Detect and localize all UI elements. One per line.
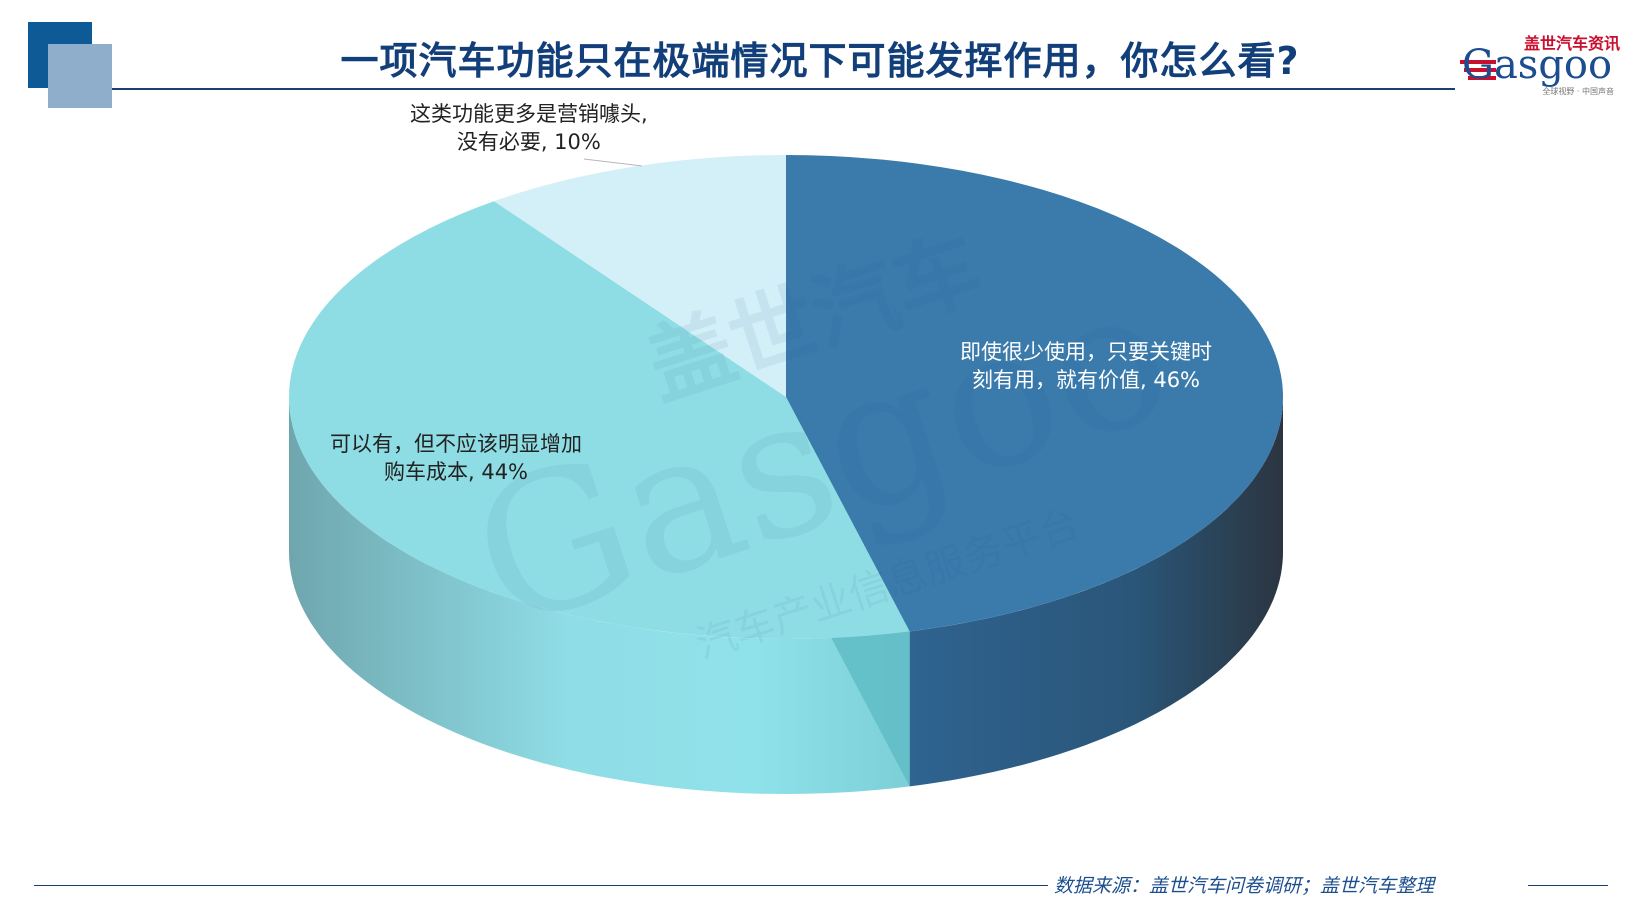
slice-label-line: 这类功能更多是营销噱头, [410,102,648,126]
slice-label-line: 没有必要, 10% [456,130,601,154]
brand-logo: 盖世汽车资讯 Gasgoo 全球视野 · 中国声音 [1460,28,1624,100]
page-title: 一项汽车功能只在极端情况下可能发挥作用，你怎么看? [340,39,1300,83]
slice-label-value-10: 这类功能更多是营销噱头, 没有必要, 10% [410,100,648,156]
pie-slice-2 [289,201,910,639]
slice-label-line: 即使很少使用，只要关键时 [960,340,1212,364]
logo-tagline: 全球视野 · 中国声音 [1542,87,1614,96]
pie-slice-3 [493,155,786,397]
logo-brand-cn: 盖世汽车资讯 [1523,34,1620,53]
title-underline [112,88,1455,90]
source-note: 数据来源：盖世汽车问卷调研；盖世汽车整理 [1054,875,1435,897]
pie-side-1 [909,397,1283,787]
footer-rule-right [1528,885,1608,886]
slice-label-value-46: 即使很少使用，只要关键时 刻有用，就有价值, 46% [960,338,1212,394]
slice-label-value-44: 可以有，但不应该明显增加 购车成本, 44% [330,430,582,486]
slice-label-line: 可以有，但不应该明显增加 [330,432,582,456]
logo-stripes-icon [1460,60,1496,80]
pie-slice-1 [786,155,1283,632]
logo-brand-en: Gasgoo [1462,42,1613,88]
leader-line [583,158,643,167]
slice-label-line: 购车成本, 44% [383,460,529,484]
pie-side-2 [289,397,910,794]
slice-label-line: 刻有用，就有价值, 46% [971,368,1201,392]
corner-block-light [48,44,112,108]
footer-rule-left [34,885,1048,886]
